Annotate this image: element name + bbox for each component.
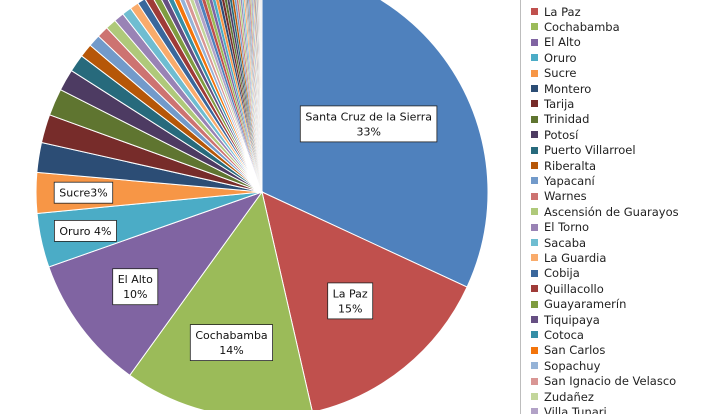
data-label-text: 10% (123, 288, 147, 301)
legend-swatch (531, 270, 538, 277)
legend-label: Guayaramerín (544, 297, 626, 311)
legend-label: Riberalta (544, 159, 596, 173)
legend-swatch (531, 393, 538, 400)
legend-swatch (531, 70, 538, 77)
legend-item: Villa Tunari (531, 404, 607, 414)
legend-label: Montero (544, 82, 591, 96)
legend-item: Ascensión de Guarayos (531, 204, 679, 219)
legend-item: Cotoca (531, 327, 584, 342)
legend-item: Oruro (531, 50, 577, 65)
legend-label: Puerto Villarroel (544, 143, 636, 157)
data-label-santa-cruz-de-la-sierra: Santa Cruz de la Sierra 33% (300, 106, 437, 142)
legend-swatch (531, 131, 538, 138)
legend-swatch (531, 378, 538, 385)
legend-label: Cobija (544, 266, 580, 280)
legend-item: Sucre (531, 66, 576, 81)
legend-label: La Guardia (544, 251, 606, 265)
legend-swatch (531, 208, 538, 215)
legend-item: Sacaba (531, 235, 586, 250)
legend-item: Cochabamba (531, 19, 620, 34)
legend-swatch (531, 54, 538, 61)
legend-label: Sucre (544, 66, 576, 80)
legend-label: La Paz (544, 5, 581, 19)
legend-item: Warnes (531, 189, 587, 204)
legend-item: Sopachuy (531, 358, 600, 373)
legend-item: Zudañez (531, 389, 594, 404)
data-label-oruro: Oruro 4% (54, 220, 116, 241)
legend-label: Trinidad (544, 112, 589, 126)
legend-item: La Guardia (531, 250, 606, 265)
data-label-text: 15% (338, 302, 362, 315)
legend-swatch (531, 224, 538, 231)
legend-item: El Alto (531, 35, 581, 50)
legend-swatch (531, 147, 538, 154)
legend-item: Guayaramerín (531, 297, 626, 312)
legend-item: Montero (531, 81, 591, 96)
data-label-text: 14% (219, 344, 243, 357)
legend-label: Villa Tunari (544, 405, 607, 414)
legend-swatch (531, 85, 538, 92)
data-label-cochabamba: Cochabamba 14% (190, 325, 272, 361)
legend-swatch (531, 100, 538, 107)
legend-swatch (531, 193, 538, 200)
legend-swatch (531, 8, 538, 15)
legend-label: Potosí (544, 128, 578, 142)
legend-swatch (531, 316, 538, 323)
legend-swatch (531, 285, 538, 292)
legend-label: San Carlos (544, 343, 605, 357)
legend-label: Ascensión de Guarayos (544, 205, 679, 219)
legend-label: Sopachuy (544, 359, 600, 373)
legend-label: Tiquipaya (544, 313, 600, 327)
legend-item: Trinidad (531, 112, 589, 127)
legend-item: Quillacollo (531, 281, 604, 296)
legend-swatch (531, 162, 538, 169)
data-label-la-paz: La Paz 15% (328, 283, 373, 319)
legend-item: Potosí (531, 127, 578, 142)
data-label-el-alto: El Alto 10% (113, 269, 158, 305)
data-label-text: Cochabamba (195, 329, 267, 342)
legend-swatch (531, 331, 538, 338)
legend-item: Yapacaní (531, 173, 595, 188)
legend-item: Puerto Villarroel (531, 143, 636, 158)
legend-swatch (531, 301, 538, 308)
legend-label: El Alto (544, 35, 581, 49)
legend-swatch (531, 239, 538, 246)
legend-swatch (531, 408, 538, 414)
legend-label: Sacaba (544, 236, 586, 250)
legend-swatch (531, 254, 538, 261)
legend-item: Tarija (531, 96, 574, 111)
legend-swatch (531, 177, 538, 184)
legend-item: Cobija (531, 266, 580, 281)
legend-swatch (531, 362, 538, 369)
legend-label: Cotoca (544, 328, 584, 342)
legend-label: Quillacollo (544, 282, 604, 296)
legend-swatch (531, 116, 538, 123)
legend-item: Riberalta (531, 158, 596, 173)
data-label-sucre: Sucre3% (54, 182, 112, 203)
legend-item: San Carlos (531, 343, 605, 358)
data-label-text: Sucre3% (59, 187, 108, 200)
legend-label: Yapacaní (544, 174, 595, 188)
data-label-text: 33% (356, 125, 380, 138)
data-label-text: Oruro 4% (59, 225, 111, 238)
legend-swatch (531, 347, 538, 354)
legend-label: El Torno (544, 220, 589, 234)
legend-item: El Torno (531, 220, 589, 235)
legend-swatch (531, 39, 538, 46)
data-label-text: El Alto (118, 273, 153, 286)
legend-label: Oruro (544, 51, 577, 65)
legend-label: Warnes (544, 189, 587, 203)
legend-label: Tarija (544, 97, 574, 111)
legend-item: Tiquipaya (531, 312, 600, 327)
legend-item: San Ignacio de Velasco (531, 374, 676, 389)
data-label-text: La Paz (333, 287, 368, 300)
data-label-text: Santa Cruz de la Sierra (305, 110, 432, 123)
legend-label: Cochabamba (544, 20, 620, 34)
legend-item: La Paz (531, 4, 581, 19)
legend-label: San Ignacio de Velasco (544, 374, 676, 388)
legend-label: Zudañez (544, 390, 594, 404)
legend-swatch (531, 23, 538, 30)
